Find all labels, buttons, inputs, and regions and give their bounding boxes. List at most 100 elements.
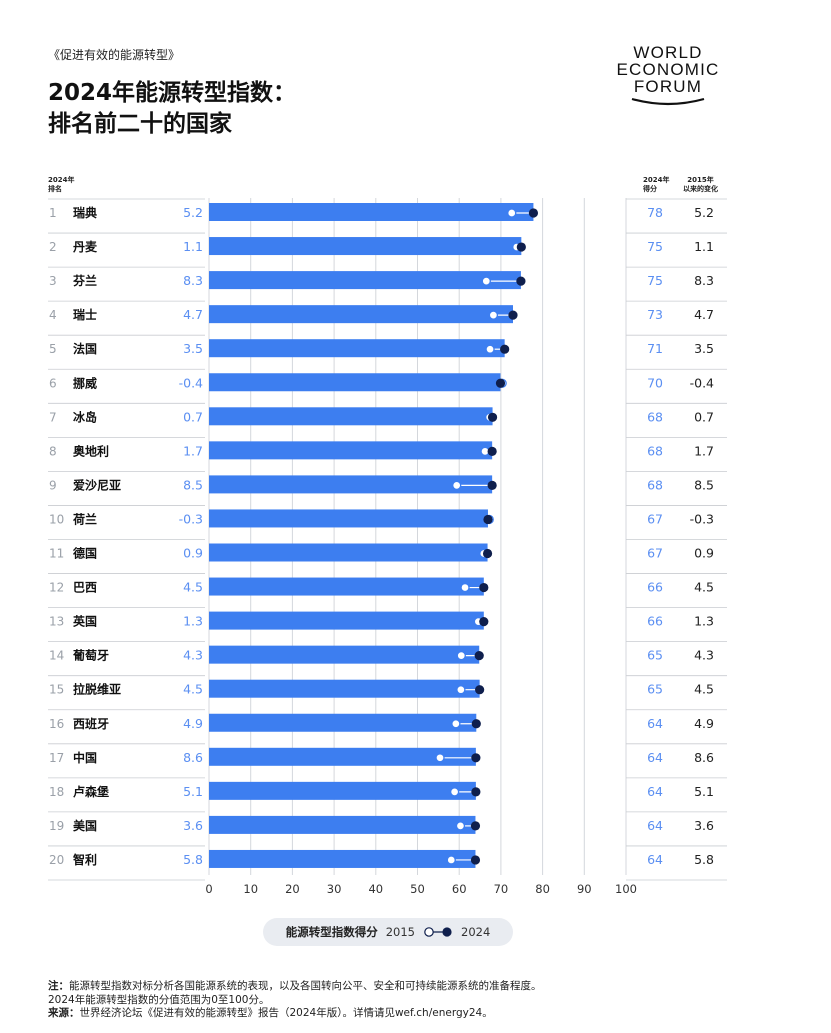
score-bar bbox=[209, 509, 488, 528]
report-kicker: 《促进有效的能源转型》 bbox=[48, 48, 181, 62]
country-label: 丹麦 bbox=[73, 239, 98, 254]
note-line-2: 2024年能源转型指数的分值范围为0至100分。 bbox=[48, 993, 270, 1006]
logo-line-1: WORLD bbox=[633, 43, 703, 62]
source-label: 来源： bbox=[48, 1007, 80, 1019]
score-bar bbox=[209, 577, 484, 596]
score-bar bbox=[209, 407, 493, 426]
country-label: 美国 bbox=[73, 818, 97, 833]
note-line-1: 注：能源转型指数对标分析各国能源系统的表现，以及各国转向公平、安全和可持续能源系… bbox=[48, 980, 542, 994]
logo-line-3: FORUM bbox=[633, 77, 703, 96]
score-bar bbox=[209, 611, 484, 630]
country-label: 瑞士 bbox=[73, 307, 97, 322]
change-value: 8.5 bbox=[694, 477, 714, 492]
change-label: 8.5 bbox=[183, 477, 203, 492]
x-tick-label: 100 bbox=[615, 882, 637, 896]
change-value: 1.1 bbox=[694, 239, 714, 254]
dot-2024 bbox=[516, 242, 526, 252]
rank-label: 7 bbox=[49, 410, 57, 424]
x-tick-label: 40 bbox=[368, 882, 383, 896]
score-bar bbox=[209, 475, 493, 494]
rank-label: 19 bbox=[49, 819, 64, 833]
dot-2015 bbox=[452, 480, 462, 491]
rank-label: 11 bbox=[49, 547, 64, 561]
rank-label: 5 bbox=[49, 342, 57, 356]
change-label: 0.9 bbox=[183, 546, 203, 561]
dot-2015 bbox=[460, 582, 470, 593]
score-value: 64 bbox=[647, 818, 663, 833]
score-value: 75 bbox=[647, 239, 663, 254]
x-tick-label: 50 bbox=[410, 882, 425, 896]
change-value: 1.3 bbox=[694, 614, 714, 629]
score-value: 70 bbox=[647, 375, 663, 390]
change-value: -0.4 bbox=[690, 375, 714, 390]
legend-label: 能源转型指数得分 bbox=[285, 925, 378, 939]
score-value: 65 bbox=[647, 682, 663, 697]
change-label: 8.3 bbox=[183, 273, 203, 288]
country-label: 爱沙尼亚 bbox=[73, 477, 121, 492]
change-value: 0.7 bbox=[694, 409, 714, 424]
x-tick-label: 10 bbox=[243, 882, 258, 896]
change-label: 4.5 bbox=[183, 682, 203, 697]
legend-year-2024: 2024 bbox=[461, 925, 491, 939]
x-tick-label: 20 bbox=[285, 882, 300, 896]
country-label: 挪威 bbox=[73, 375, 97, 390]
score-value: 65 bbox=[647, 648, 663, 663]
dot-2015 bbox=[456, 685, 466, 695]
rank-label: 20 bbox=[49, 853, 64, 867]
rank-label: 1 bbox=[49, 206, 57, 220]
change-label: 1.7 bbox=[183, 443, 203, 458]
legend-dumbbell-icon bbox=[424, 927, 452, 937]
rank-label: 13 bbox=[49, 615, 64, 629]
change-column-header: 2015年 以来的变化 bbox=[683, 176, 718, 194]
dot-2024 bbox=[482, 548, 493, 559]
score-bar bbox=[209, 747, 476, 766]
rank-label: 3 bbox=[49, 274, 57, 288]
country-label: 奥地利 bbox=[73, 443, 109, 458]
dot-2024 bbox=[487, 446, 497, 456]
title-line-1: 2024年能源转型指数： bbox=[48, 80, 297, 106]
change-value: 4.7 bbox=[694, 307, 714, 322]
change-label: 4.7 bbox=[183, 307, 203, 322]
x-tick-label: 80 bbox=[535, 882, 550, 896]
rank-label: 17 bbox=[49, 751, 64, 765]
dot-2024 bbox=[487, 480, 497, 490]
score-header-line-2: 得分 bbox=[643, 185, 657, 193]
change-value: 3.6 bbox=[694, 818, 714, 833]
title-line-2: 排名前二十的国家 bbox=[48, 111, 232, 137]
dot-2024 bbox=[495, 378, 506, 388]
change-value: 8.3 bbox=[694, 273, 714, 288]
score-value: 78 bbox=[647, 205, 663, 220]
dot-2015 bbox=[507, 208, 517, 218]
country-label: 中国 bbox=[73, 750, 97, 765]
country-label: 卢森堡 bbox=[73, 784, 109, 799]
change-value: 4.5 bbox=[694, 580, 714, 595]
change-value: 5.1 bbox=[694, 784, 714, 799]
change-label: 5.8 bbox=[183, 852, 203, 867]
score-bar bbox=[209, 645, 480, 664]
ranking-chart: 1 瑞典 5.2 78 5.22 丹麦 1.1 75 1.13 芬兰 8.3 75 8.34 瑞士 4.7 7… bbox=[48, 198, 727, 896]
dot-2024 bbox=[475, 685, 485, 695]
country-label: 德国 bbox=[73, 546, 97, 561]
change-label: 4.9 bbox=[183, 716, 203, 731]
change-label: -0.4 bbox=[179, 375, 203, 390]
source-line: 来源：世界经济论坛《促进有效的能源转型》报告（2024年版）。详情请见wef.c… bbox=[48, 1007, 542, 1021]
rank-header-line-1: 2024年 bbox=[48, 176, 75, 184]
dot-2015 bbox=[485, 344, 495, 354]
country-label: 拉脱维亚 bbox=[73, 682, 121, 697]
country-label: 荷兰 bbox=[72, 511, 97, 526]
score-value: 75 bbox=[647, 273, 663, 288]
rank-header-line-2: 排名 bbox=[48, 185, 62, 193]
dot-2024 bbox=[487, 412, 498, 422]
country-label: 英国 bbox=[73, 614, 97, 629]
change-value: 5.2 bbox=[694, 205, 714, 220]
change-value: 3.5 bbox=[694, 341, 714, 356]
dot-2024 bbox=[516, 276, 526, 286]
country-label: 巴西 bbox=[73, 581, 97, 595]
change-label: 5.2 bbox=[183, 205, 203, 220]
logo-line-2: ECONOMIC bbox=[616, 60, 720, 79]
rank-label: 9 bbox=[49, 478, 57, 492]
score-bar bbox=[209, 713, 477, 732]
score-bar bbox=[209, 339, 505, 358]
change-value: 8.6 bbox=[694, 750, 714, 765]
x-tick-label: 90 bbox=[577, 882, 592, 896]
